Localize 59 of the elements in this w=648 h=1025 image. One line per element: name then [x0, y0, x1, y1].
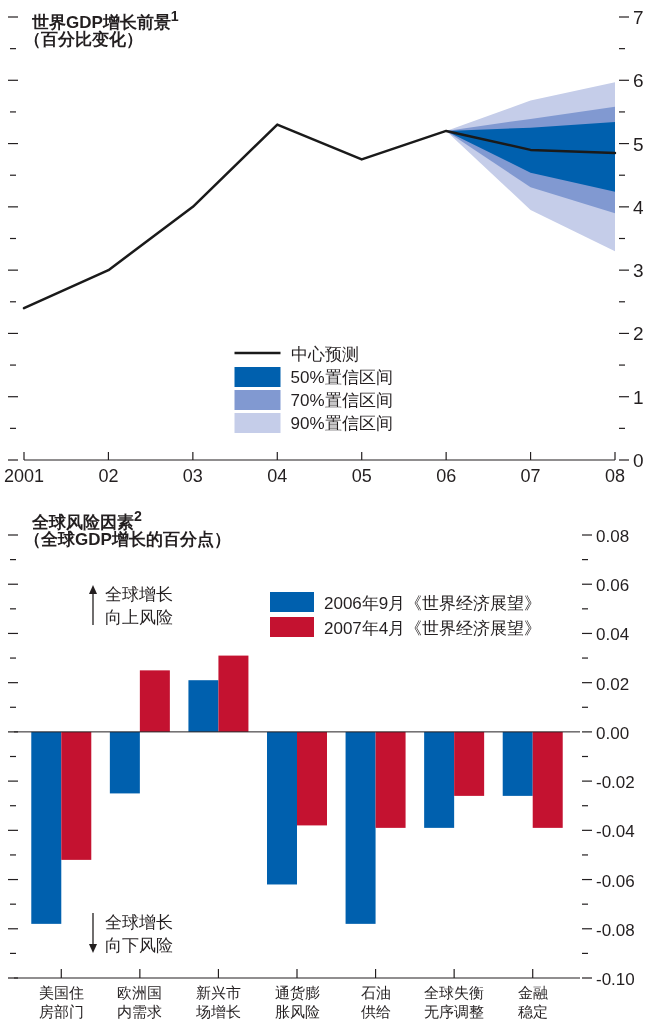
x-tick-label: 07	[520, 466, 541, 486]
legend-label: 90%置信区间	[290, 414, 393, 433]
y-tick-label: 0.00	[596, 723, 630, 743]
y-tick-label: 0.06	[596, 576, 630, 596]
x-tick-label: 03	[182, 466, 203, 486]
y-tick-label: 2	[633, 323, 644, 345]
legend-label: 2007年4月《世界经济展望》	[324, 619, 542, 638]
bar	[375, 731, 406, 828]
y-tick-label: 6	[633, 70, 644, 92]
y-tick-label: 0	[633, 450, 644, 471]
y-tick-label: -0.08	[596, 920, 635, 940]
bar	[297, 731, 327, 826]
y-tick-label: 1	[633, 386, 644, 408]
bar	[61, 731, 92, 860]
legend-label: 中心预测	[290, 345, 359, 364]
y-tick-label: 3	[633, 260, 644, 282]
legend-label: 2006年9月《世界经济展望》	[324, 594, 542, 613]
x-tick-label: 美国住房部门	[38, 984, 84, 1020]
bar	[31, 731, 62, 924]
x-tick-label: 06	[436, 466, 457, 486]
annotation: 全球增长向下风险	[105, 913, 173, 955]
legend-label: 50%置信区间	[290, 368, 393, 387]
x-tick-label: 全球失衡无序调整	[424, 984, 485, 1020]
y-tick-label: 4	[633, 196, 644, 218]
x-tick-label: 金融稳定	[517, 984, 548, 1020]
x-tick-label: 05	[351, 466, 372, 486]
y-tick-label: 5	[633, 133, 644, 155]
y-tick-label: -0.02	[596, 773, 635, 793]
bar	[109, 731, 140, 794]
y-tick-label: -0.06	[596, 871, 635, 891]
bar	[188, 680, 219, 732]
line-series	[22, 123, 617, 310]
legend-label: 70%置信区间	[290, 391, 393, 410]
y-tick-label: -0.04	[596, 822, 635, 842]
y-tick-label: 0.02	[596, 674, 630, 694]
bar	[218, 655, 249, 732]
chart-subtitle: （全球GDP增长的百分点）	[24, 530, 231, 550]
x-tick-label: 2001	[3, 466, 45, 486]
bar	[454, 731, 485, 796]
x-tick-label: 08	[604, 466, 626, 486]
y-tick-label: -0.10	[596, 970, 635, 989]
x-tick-label: 新兴市场增长	[194, 984, 241, 1020]
y-tick-label: 7	[633, 7, 644, 28]
chart-title: 全球风险因素$^{2}$	[32, 507, 142, 532]
x-tick-label: 04	[267, 466, 288, 486]
bar	[502, 731, 533, 796]
bar	[532, 731, 563, 828]
y-tick-label: 0.08	[596, 527, 630, 546]
bar	[139, 670, 170, 732]
annotation: 全球增长向上风险	[105, 585, 173, 627]
bar	[345, 731, 376, 924]
bar	[424, 731, 455, 828]
x-tick-label: 欧洲国内需求	[117, 984, 163, 1020]
text: （百分比变化）	[24, 30, 143, 50]
bar	[267, 731, 297, 885]
x-tick-label: 通货膨胀风险	[274, 984, 320, 1020]
y-tick-label: 0.04	[596, 625, 630, 645]
x-tick-label: 石油供给	[360, 984, 391, 1020]
x-tick-label: 02	[98, 466, 119, 486]
